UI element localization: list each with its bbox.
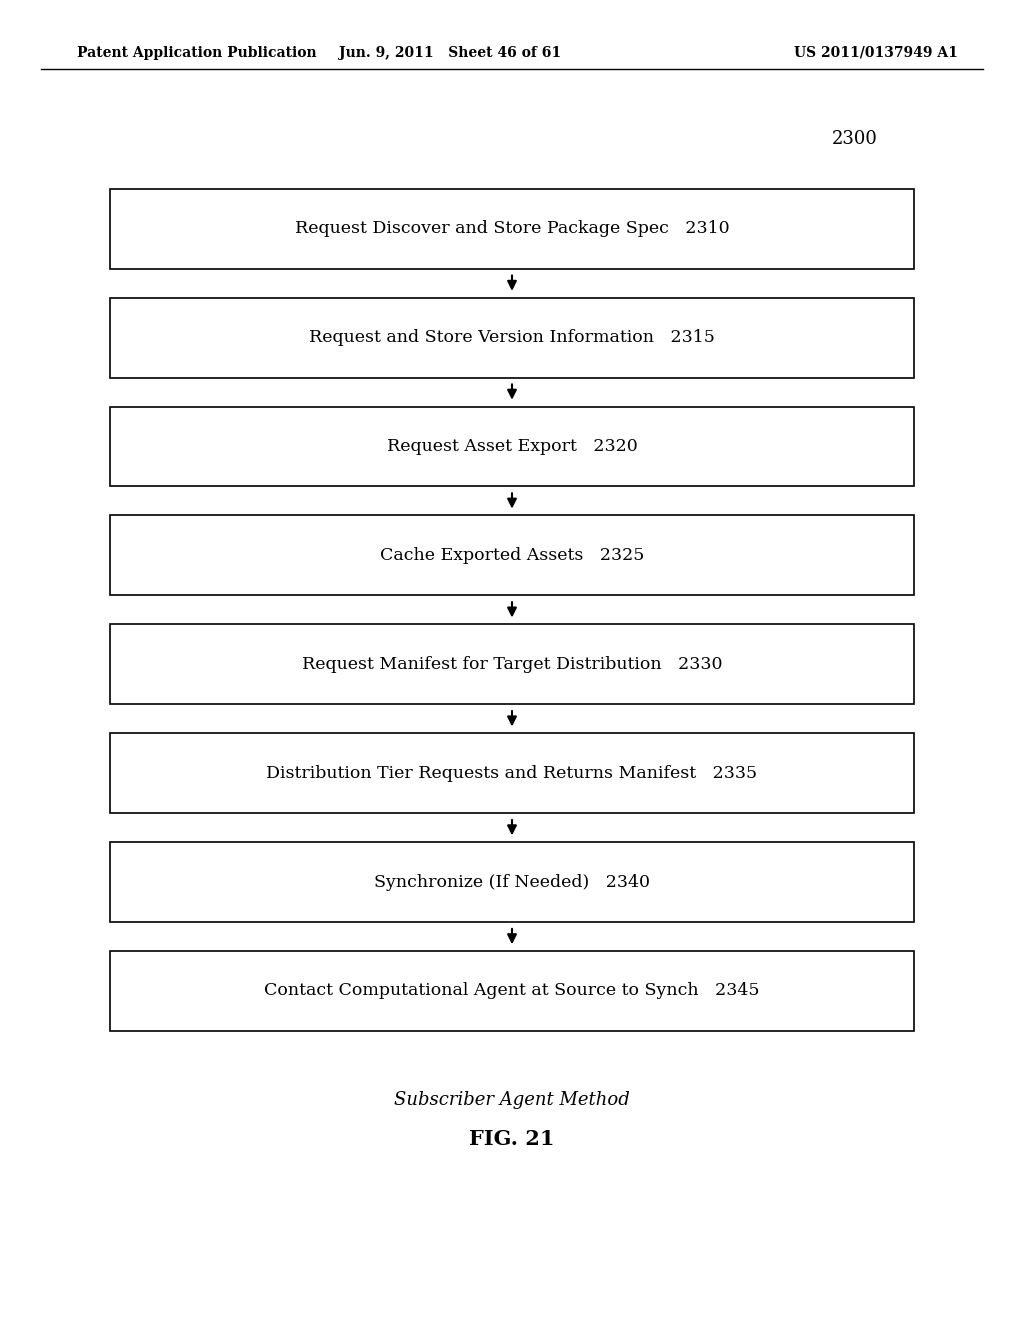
- Text: US 2011/0137949 A1: US 2011/0137949 A1: [794, 46, 957, 59]
- Bar: [110, 298, 914, 378]
- Bar: [110, 842, 914, 921]
- Text: Patent Application Publication: Patent Application Publication: [77, 46, 316, 59]
- Text: Contact Computational Agent at Source to Synch   2345: Contact Computational Agent at Source to…: [264, 982, 760, 999]
- Bar: [110, 189, 914, 269]
- Text: Subscriber Agent Method: Subscriber Agent Method: [394, 1090, 630, 1109]
- Bar: [110, 734, 914, 813]
- Text: Synchronize (If Needed)   2340: Synchronize (If Needed) 2340: [374, 874, 650, 891]
- Bar: [110, 950, 914, 1031]
- Bar: [110, 407, 914, 487]
- Text: 2300: 2300: [833, 129, 878, 148]
- Text: Cache Exported Assets   2325: Cache Exported Assets 2325: [380, 546, 644, 564]
- Text: Request Discover and Store Package Spec   2310: Request Discover and Store Package Spec …: [295, 220, 729, 238]
- Text: Distribution Tier Requests and Returns Manifest   2335: Distribution Tier Requests and Returns M…: [266, 764, 758, 781]
- Text: Request Manifest for Target Distribution   2330: Request Manifest for Target Distribution…: [302, 656, 722, 673]
- Bar: [110, 515, 914, 595]
- Text: FIG. 21: FIG. 21: [469, 1129, 555, 1150]
- Text: Request and Store Version Information   2315: Request and Store Version Information 23…: [309, 329, 715, 346]
- Bar: [110, 624, 914, 704]
- Text: Request Asset Export   2320: Request Asset Export 2320: [387, 438, 637, 455]
- Text: Jun. 9, 2011   Sheet 46 of 61: Jun. 9, 2011 Sheet 46 of 61: [340, 46, 561, 59]
